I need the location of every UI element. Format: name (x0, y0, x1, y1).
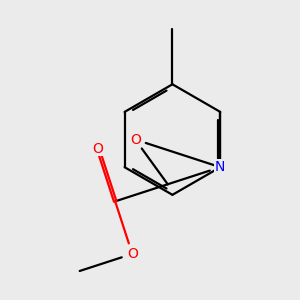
Text: O: O (127, 247, 138, 261)
Text: O: O (93, 142, 104, 156)
Text: N: N (215, 160, 226, 174)
Text: O: O (130, 133, 141, 147)
